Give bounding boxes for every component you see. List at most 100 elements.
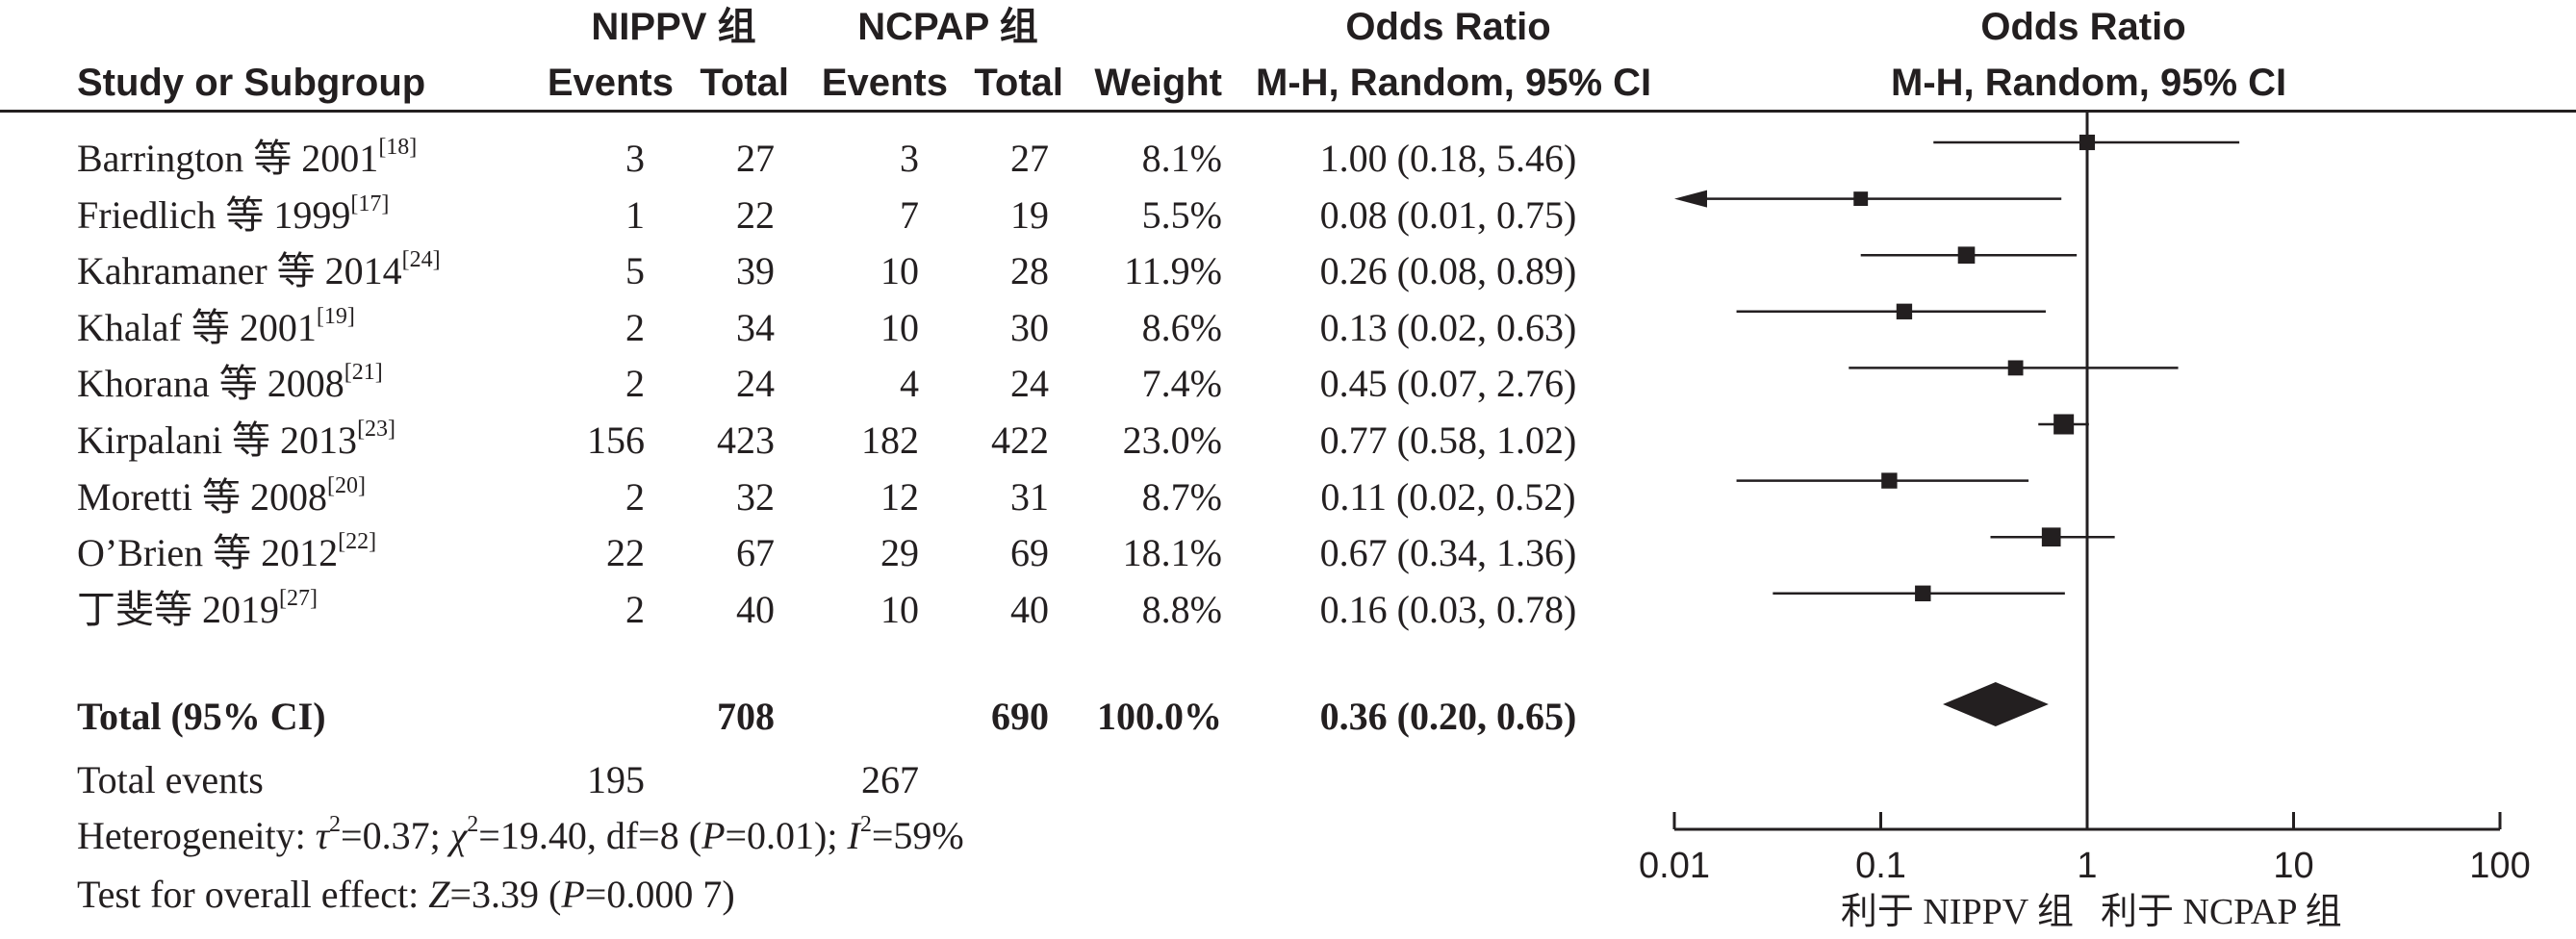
events-header-nippv: Events xyxy=(547,62,674,104)
study-name: Kahramaner 等 2014[24] xyxy=(77,248,441,293)
point-estimate xyxy=(2079,134,2096,151)
study-name: Kirpalani 等 2013[23] xyxy=(77,418,395,462)
total-t1: 708 xyxy=(717,695,775,738)
x-tick-label: 100 xyxy=(2469,846,2530,886)
events-ncpap: 29 xyxy=(880,531,919,575)
weight: 8.7% xyxy=(1141,474,1222,519)
x-tick-label: 10 xyxy=(2273,846,2313,886)
odds-ratio-ci: 0.26 (0.08, 0.89) xyxy=(1319,249,1577,293)
events-ncpap: 10 xyxy=(880,249,919,293)
events-nippv: 2 xyxy=(625,474,645,519)
study-name: Khorana 等 2008[21] xyxy=(77,361,383,406)
total-events-e1: 195 xyxy=(587,758,645,801)
total-ncpap: 69 xyxy=(1010,531,1049,575)
events-ncpap: 10 xyxy=(880,587,919,631)
odds-ratio-ci: 0.08 (0.01, 0.75) xyxy=(1319,192,1577,237)
study-name-text: Kirpalani 等 2013 xyxy=(77,419,358,462)
events-ncpap: 182 xyxy=(861,419,919,462)
events-nippv: 22 xyxy=(606,531,645,575)
odds-ratio-ci: 0.45 (0.07, 2.76) xyxy=(1319,362,1577,406)
pooled-diamond xyxy=(1943,682,2049,726)
total-ncpap: 19 xyxy=(1010,192,1049,237)
total-nippv: 22 xyxy=(736,192,775,237)
total-events-label: Total events xyxy=(77,758,264,801)
study-reference: [20] xyxy=(326,472,366,498)
odds-ratio-ci: 0.11 (0.02, 0.52) xyxy=(1320,474,1576,519)
total-nippv: 40 xyxy=(736,587,775,631)
study-name-text: Barrington 等 2001 xyxy=(77,137,379,180)
events-nippv: 5 xyxy=(625,249,645,293)
total-ci: 0.36 (0.20, 0.65) xyxy=(1319,695,1577,738)
total-nippv: 423 xyxy=(717,419,775,462)
plot-odds-ratio-header: Odds Ratio xyxy=(1980,6,2186,48)
total-ncpap: 422 xyxy=(991,419,1049,462)
odds-ratio-ci: 0.16 (0.03, 0.78) xyxy=(1319,587,1577,631)
events-header-ncpap: Events xyxy=(821,62,948,104)
study-name-text: Kahramaner 等 2014 xyxy=(77,249,402,293)
heterogeneity-line: Heterogeneity: τ2=0.37; χ2=19.40, df=8 (… xyxy=(77,812,964,857)
odds-ratio-ci: 0.13 (0.02, 0.63) xyxy=(1319,305,1577,349)
total-nippv: 24 xyxy=(736,362,775,406)
total-ncpap: 31 xyxy=(1010,474,1049,519)
plot-method-header: M-H, Random, 95% CI xyxy=(1891,62,2287,104)
study-name: Khalaf 等 2001[19] xyxy=(77,305,355,347)
favours-right-label: 利于 NCPAP 组 xyxy=(2101,892,2342,932)
study-reference: [27] xyxy=(279,585,318,611)
weight: 8.6% xyxy=(1141,305,1222,349)
study-name-text: Khorana 等 2008 xyxy=(77,362,344,406)
total-nippv: 67 xyxy=(736,531,775,575)
point-estimate xyxy=(1853,191,1869,207)
point-estimate xyxy=(1957,246,1976,265)
group-ncpap-header: NCPAP 组 xyxy=(857,6,1038,48)
study-reference: [23] xyxy=(357,417,396,442)
weight: 8.8% xyxy=(1141,587,1222,631)
odds-ratio-ci: 1.00 (0.18, 5.46) xyxy=(1319,137,1577,180)
events-ncpap: 7 xyxy=(900,192,919,237)
total-header-ncpap: Total xyxy=(974,62,1063,104)
odds-ratio-header: Odds Ratio xyxy=(1345,6,1551,48)
total-events-e2: 267 xyxy=(861,758,919,801)
group-nippv-header: NIPPV 组 xyxy=(591,6,756,48)
total-nippv: 27 xyxy=(736,137,775,180)
weight-header: Weight xyxy=(1094,62,1222,104)
weight: 18.1% xyxy=(1122,531,1222,575)
total-t2: 690 xyxy=(991,695,1049,738)
point-estimate xyxy=(2053,414,2075,435)
study-column-header: Study or Subgroup xyxy=(77,62,426,104)
events-nippv: 156 xyxy=(587,419,645,462)
point-estimate xyxy=(2007,360,2024,376)
method-header: M-H, Random, 95% CI xyxy=(1256,62,1652,104)
odds-ratio-ci: 0.77 (0.58, 1.02) xyxy=(1319,419,1577,462)
header-divider xyxy=(0,110,2576,113)
total-label: Total (95% CI) xyxy=(77,695,326,738)
events-ncpap: 10 xyxy=(880,305,919,349)
total-weight: 100.0% xyxy=(1097,695,1222,738)
point-estimate xyxy=(1915,585,1931,602)
ci-arrow xyxy=(1674,190,1707,208)
study-name: Friedlich 等 1999[17] xyxy=(77,192,389,237)
events-nippv: 1 xyxy=(625,192,645,237)
total-ncpap: 24 xyxy=(1010,362,1049,406)
total-nippv: 32 xyxy=(736,474,775,519)
events-nippv: 2 xyxy=(625,305,645,349)
study-name-text: Friedlich 等 1999 xyxy=(77,192,351,237)
overall-effect-line: Test for overall effect: Z=3.39 (P=0.000… xyxy=(77,873,735,916)
x-tick-label: 1 xyxy=(2077,846,2097,886)
study-name-text: Moretti 等 2008 xyxy=(77,474,327,519)
favours-left-label: 利于 NIPPV 组 xyxy=(1841,892,2074,932)
point-estimate xyxy=(2041,527,2061,547)
x-tick-label: 0.1 xyxy=(1855,846,1906,886)
study-name: O’Brien 等 2012[22] xyxy=(77,530,376,572)
study-name: 丁斐等 2019[27] xyxy=(77,587,318,631)
events-ncpap: 3 xyxy=(900,137,919,180)
events-nippv: 3 xyxy=(625,137,645,180)
study-reference: [24] xyxy=(401,247,441,273)
study-reference: [18] xyxy=(378,135,418,160)
total-ncpap: 27 xyxy=(1010,137,1049,180)
total-ncpap: 30 xyxy=(1010,305,1049,349)
weight: 11.9% xyxy=(1124,249,1222,293)
study-name-text: 丁斐等 2019 xyxy=(77,587,279,631)
events-ncpap: 12 xyxy=(880,474,919,519)
study-reference: [19] xyxy=(316,303,355,329)
